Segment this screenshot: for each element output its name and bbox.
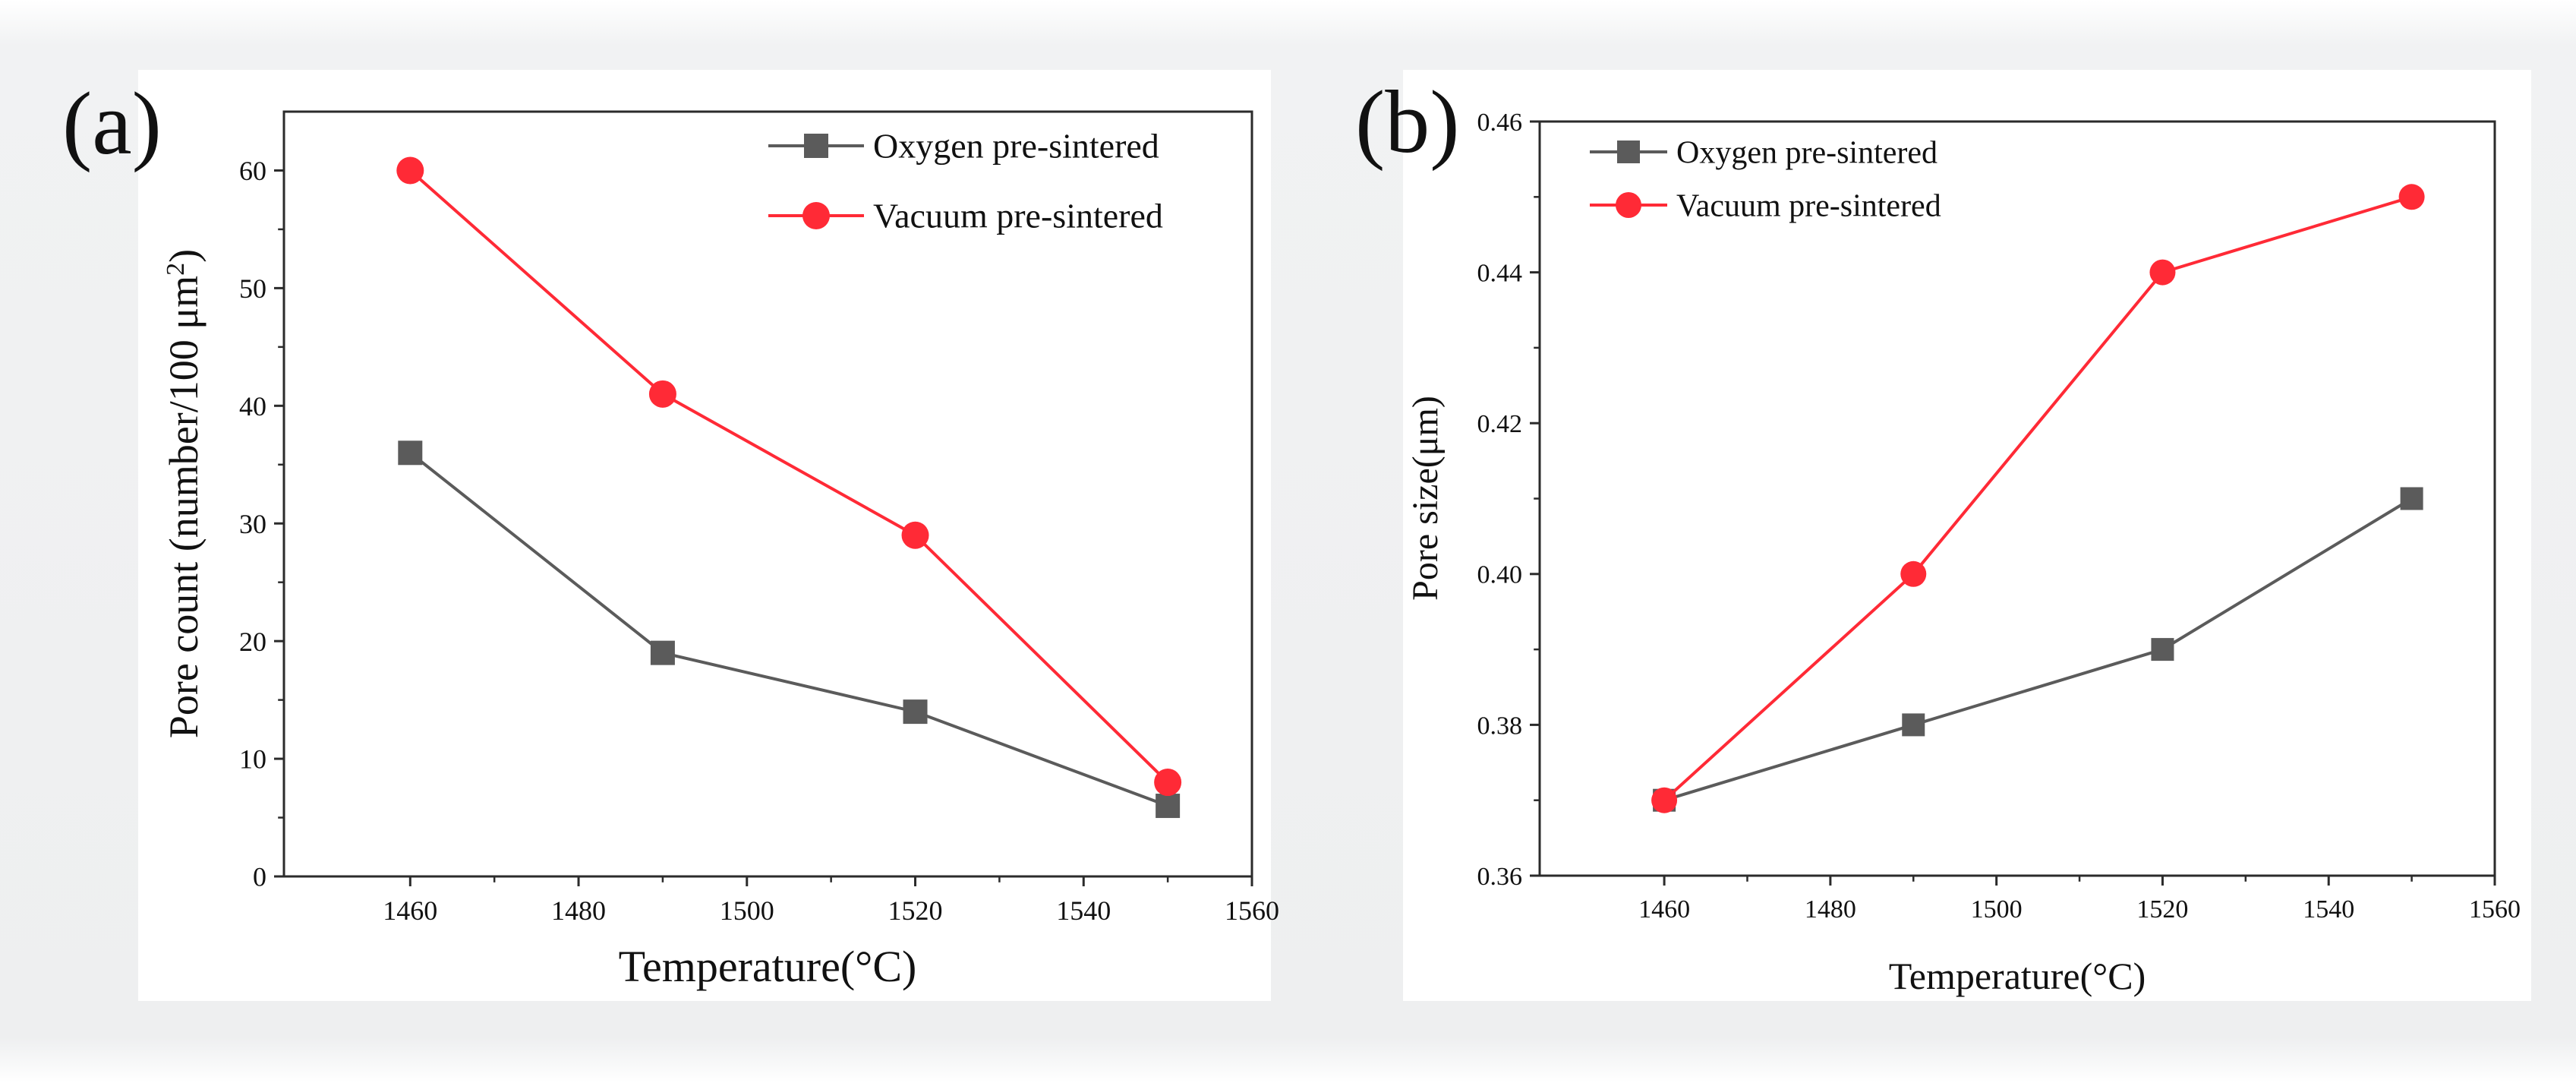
y-tick-label: 0.46: [1477, 109, 1523, 137]
series-line-oxygen-pre-sintered: [409, 451, 1168, 807]
y-axis-title-superscript: 2: [162, 263, 190, 276]
y-tick-label: 30: [239, 509, 266, 539]
legend-label-vacuum-pre-sintered: Vacuum pre-sintered: [873, 197, 1163, 235]
data-point-vacuum-pre-sintered: [648, 380, 676, 408]
y-tick-label: 20: [239, 627, 266, 657]
data-point-vacuum-pre-sintered: [1900, 560, 1927, 587]
data-point-oxygen-pre-sintered: [2151, 638, 2174, 661]
y-tick-label: 0.42: [1477, 410, 1523, 438]
y-tick-label: 50: [239, 273, 266, 304]
x-tick-label: 1560: [1225, 895, 1279, 926]
data-point-oxygen-pre-sintered: [1156, 794, 1181, 819]
y-tick-label: 0.38: [1477, 712, 1523, 740]
panel-label-b: (b): [1355, 72, 1460, 172]
x-tick-label: 1500: [1971, 895, 2023, 924]
data-point-oxygen-pre-sintered: [2400, 487, 2423, 510]
y-tick-label: 0.40: [1477, 561, 1523, 589]
legend-label-oxygen-pre-sintered: Oxygen pre-sintered: [1676, 135, 1938, 170]
data-point-vacuum-pre-sintered: [1651, 787, 1678, 813]
plot-frame: [1538, 120, 2496, 877]
legend-marker-oxygen-pre-sintered: [804, 134, 828, 158]
data-point-vacuum-pre-sintered: [1154, 769, 1182, 797]
pore-size-chart: (b) 1460 1480 1500 1520 1540 1560 0.36 0.38 0.40…: [1355, 72, 2521, 997]
data-point-oxygen-pre-sintered: [903, 699, 928, 725]
y-tick-label: 0: [253, 862, 266, 892]
x-tick-label: 1560: [2469, 895, 2521, 924]
panel-label-a: (a): [62, 74, 162, 173]
x-tick-label: 1460: [383, 895, 437, 926]
series-line-vacuum-pre-sintered: [1663, 195, 2413, 802]
x-tick-label: 1500: [720, 895, 774, 926]
y-tick-label: 10: [239, 744, 266, 775]
x-axis-title: Temperature(°C): [619, 942, 917, 991]
data-point-vacuum-pre-sintered: [901, 521, 929, 549]
y-tick-label: 60: [239, 156, 266, 186]
pore-count-chart: (a) 1460 1480 1500 1520 1540 1560 0 10 20 30 40 50 6…: [62, 74, 1279, 991]
data-point-oxygen-pre-sintered: [398, 440, 423, 466]
legend-label-vacuum-pre-sintered: Vacuum pre-sintered: [1676, 188, 1941, 223]
legend-marker-vacuum-pre-sintered: [1616, 192, 1641, 218]
x-tick-label: 1540: [1056, 895, 1111, 926]
x-tick-label: 1460: [1638, 895, 1690, 924]
data-point-vacuum-pre-sintered: [2398, 184, 2425, 210]
legend-marker-vacuum-pre-sintered: [802, 202, 830, 229]
y-axis-title: Pore size(μm): [1405, 396, 1446, 601]
data-point-vacuum-pre-sintered: [2149, 259, 2176, 286]
y-axis-title-close: ): [161, 249, 207, 263]
x-axis-title: Temperature(°C): [1889, 955, 2146, 997]
series-line-vacuum-pre-sintered: [408, 169, 1169, 784]
data-point-oxygen-pre-sintered: [650, 640, 675, 665]
data-point-vacuum-pre-sintered: [396, 156, 424, 185]
legend-label-oxygen-pre-sintered: Oxygen pre-sintered: [873, 127, 1159, 166]
legend-marker-oxygen-pre-sintered: [1617, 141, 1640, 163]
series-line-oxygen-pre-sintered: [1663, 497, 2413, 802]
x-tick-label: 1520: [2136, 895, 2188, 924]
y-axis-title-main: Pore count (number/100 μm: [161, 276, 207, 738]
chart-panel-b: (b) 1460 1480 1500 1520 1540 1560 0.36 0.38 0.40…: [1355, 70, 2531, 1001]
x-tick-label: 1540: [2303, 895, 2354, 924]
x-tick-label: 1520: [888, 895, 943, 926]
y-tick-label: 0.36: [1477, 863, 1523, 891]
plot-frame: [282, 110, 1253, 878]
chart-panel-a: (a) 1460 1480 1500 1520 1540 1560 0 10 20 30 40 50 6…: [62, 70, 1279, 1001]
x-tick-label: 1480: [1805, 895, 1856, 924]
y-tick-label: 40: [239, 391, 266, 422]
x-tick-label: 1480: [551, 895, 606, 926]
y-tick-label: 0.44: [1477, 260, 1523, 288]
data-point-oxygen-pre-sintered: [1902, 713, 1925, 737]
y-axis-title: Pore count (number/100 μm2): [161, 249, 207, 738]
